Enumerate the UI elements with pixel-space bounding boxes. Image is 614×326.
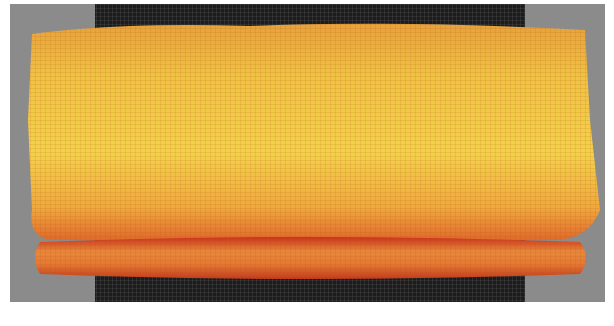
mesh-base-wireframe — [35, 237, 586, 279]
mesh-render — [0, 0, 614, 326]
mesh-wireframe — [28, 24, 600, 240]
page — [0, 0, 614, 326]
